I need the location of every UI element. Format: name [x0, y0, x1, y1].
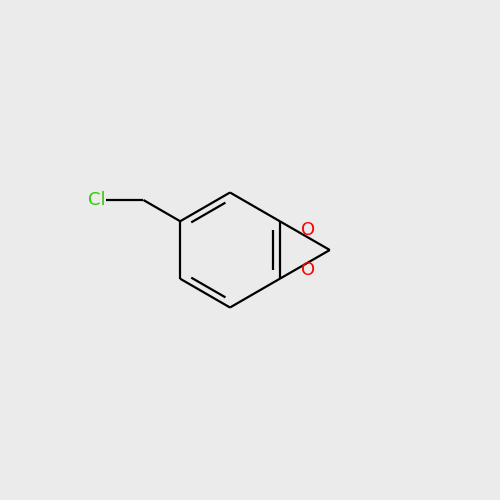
Text: O: O: [301, 261, 316, 279]
Text: Cl: Cl: [88, 191, 106, 209]
Text: O: O: [301, 221, 316, 239]
